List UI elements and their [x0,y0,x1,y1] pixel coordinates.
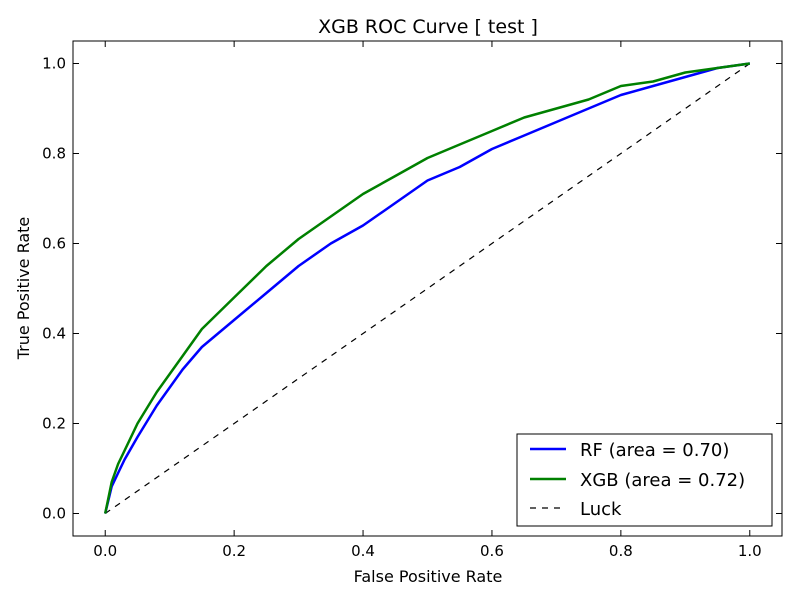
y-tick-label: 1.0 [42,55,66,73]
series-lines [103,62,751,514]
tick-marks [73,41,782,536]
series-line-xgb [103,62,750,514]
legend: RF (area = 0.70) XGB (area = 0.72) Luck [516,433,773,527]
y-tick-label: 0.6 [42,235,66,253]
x-tick-label: 0.0 [93,542,117,560]
x-tick-label: 0.2 [222,542,246,560]
y-tick-label: 0.4 [42,325,66,343]
legend-label-luck: Luck [580,499,622,520]
y-tick-label: 0.8 [42,145,66,163]
y-tick-label: 0.2 [42,415,66,433]
y-axis-label: True Positive Rate [14,217,33,361]
x-tick-labels: 0.0 0.2 0.4 0.6 0.8 1.0 [93,542,761,560]
chart-title: XGB ROC Curve [ test ] [318,16,538,38]
x-tick-label: 0.8 [609,542,633,560]
x-axis-label: False Positive Rate [354,567,503,586]
legend-label-xgb: XGB (area = 0.72) [580,470,745,491]
series-line-rf [103,62,750,514]
x-tick-label: 1.0 [738,542,762,560]
x-tick-label: 0.4 [351,542,375,560]
y-tick-label: 0.0 [42,505,66,523]
plot-frame [72,40,783,537]
y-tick-labels: 0.0 0.2 0.4 0.6 0.8 1.0 [42,55,66,523]
x-tick-label: 0.6 [480,542,504,560]
legend-label-rf: RF (area = 0.70) [580,440,729,461]
